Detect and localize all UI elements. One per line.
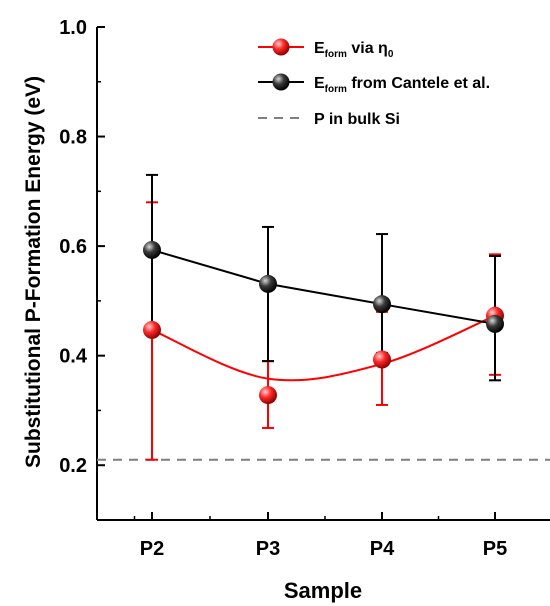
x-tick-label: P2 (140, 538, 164, 560)
y-tick-label: 0.4 (59, 346, 88, 368)
y-tick-label: 0.6 (59, 236, 87, 258)
legend-label: Eform via η0 (314, 40, 394, 60)
data-point-series-1 (373, 350, 391, 369)
data-point-series-2 (259, 274, 277, 293)
data-point-series-2 (373, 295, 391, 314)
data-point-series-1 (143, 320, 161, 339)
y-axis-label: Substitutional P-Formation Energy (eV) (22, 76, 45, 468)
x-tick-label: P4 (370, 538, 395, 560)
y-tick-label: 0.2 (59, 455, 87, 477)
series-line-2 (151, 248, 496, 325)
legend: Eform via η0 Eform from Cantele et al. P i… (258, 38, 490, 128)
x-axis-label: Sample (284, 578, 362, 603)
data-point-series-1 (259, 386, 277, 405)
legend-label: Eform from Cantele et al. (314, 75, 490, 95)
y-tick-label: 1.0 (59, 17, 87, 39)
chart-marks (97, 173, 550, 461)
data-point-series-2 (143, 240, 161, 259)
legend-label: P in bulk Si (314, 111, 400, 128)
legend-marker (272, 73, 290, 91)
y-tick-label: 0.8 (59, 127, 87, 149)
series-line-1 (151, 314, 496, 382)
x-tick-label: P5 (483, 538, 507, 560)
data-point-series-2 (486, 314, 504, 333)
axes: 0.2 0.4 0.6 0.8 1.0 P2 P3 P4 P5 (59, 17, 550, 560)
x-tick-label: P3 (256, 538, 280, 560)
legend-marker (272, 38, 290, 56)
